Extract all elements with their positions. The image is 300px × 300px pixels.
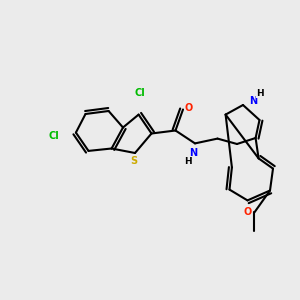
Text: H: H	[256, 88, 264, 98]
Text: N: N	[249, 95, 258, 106]
Text: H: H	[184, 157, 191, 166]
Text: S: S	[130, 155, 137, 166]
Text: Cl: Cl	[134, 88, 145, 98]
Text: Cl: Cl	[49, 130, 59, 141]
Text: N: N	[189, 148, 198, 158]
Text: O: O	[184, 103, 193, 113]
Text: O: O	[244, 207, 252, 218]
